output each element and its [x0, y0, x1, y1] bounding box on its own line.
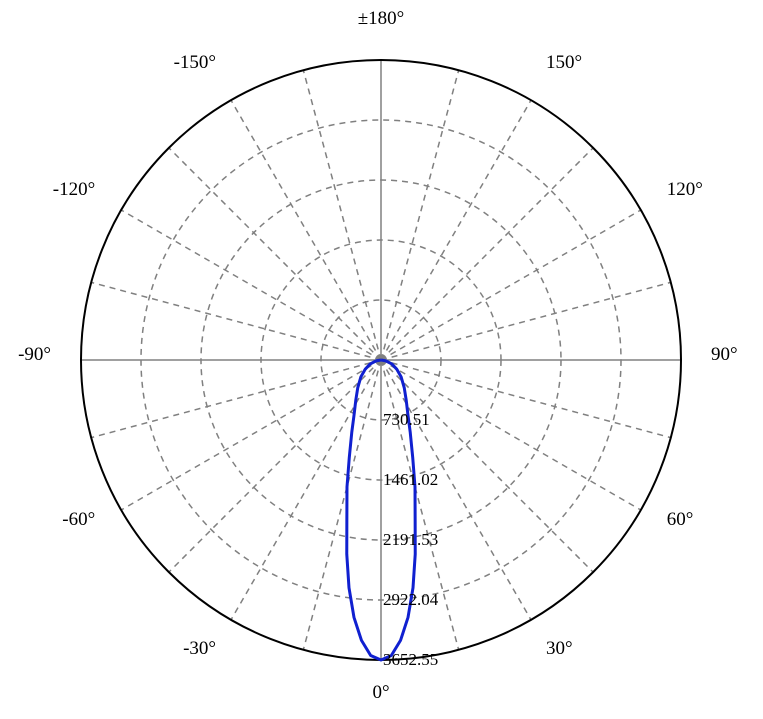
radial-tick-label: 2191.53	[383, 530, 438, 549]
angle-label: -150°	[174, 52, 216, 73]
radial-tick-label: 3652.55	[383, 650, 438, 669]
angle-label: -60°	[62, 509, 95, 530]
angle-label: -120°	[53, 179, 95, 200]
polar-chart-container: 730.51 1461.02 2191.53 2922.04 3652.55 ±180° 1…	[0, 0, 763, 719]
radial-tick-label: 1461.02	[383, 470, 438, 489]
polar-chart: 730.51 1461.02 2191.53 2922.04 3652.55 ±180° 1…	[0, 0, 763, 719]
angle-label: 60°	[667, 509, 694, 530]
angle-label: -30°	[183, 638, 216, 659]
angle-label: 120°	[667, 179, 703, 200]
radial-tick-label: 2922.04	[383, 590, 439, 609]
radial-tick-label: 730.51	[383, 410, 430, 429]
angle-label: ±180°	[358, 8, 405, 29]
angle-label: 0°	[372, 682, 389, 703]
angle-label: 30°	[546, 638, 573, 659]
angle-label: 150°	[546, 52, 582, 73]
angle-label: -90°	[18, 344, 51, 365]
angle-label: 90°	[711, 344, 738, 365]
